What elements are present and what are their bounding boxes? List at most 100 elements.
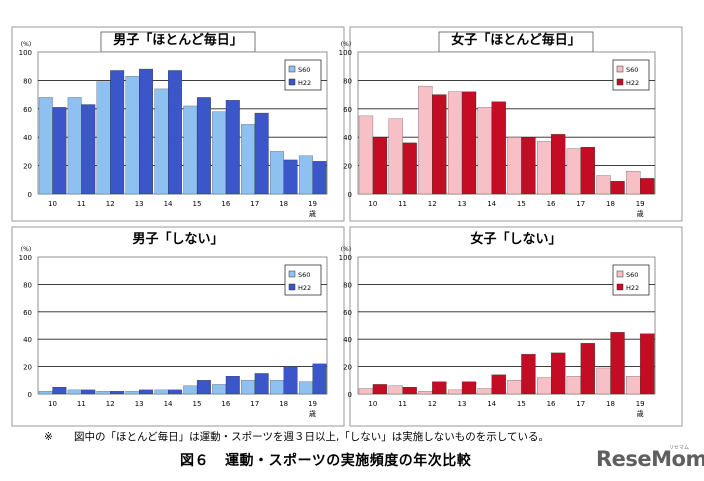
legend-swatch <box>616 65 624 73</box>
bar-H22 <box>491 374 506 395</box>
x-tick-label: 18 <box>279 200 288 208</box>
footnote-text: 図中の「ほとんど毎日」は運動・スポーツを週３日以上,「しない」は実施しないものを… <box>74 431 549 443</box>
x-tick-label: 11 <box>398 400 407 408</box>
x-tick-label: 12 <box>106 400 115 408</box>
bar-H22 <box>81 389 96 395</box>
bar-H22 <box>254 112 269 195</box>
legend-label: S60 <box>298 66 310 74</box>
bar-H22 <box>402 142 417 195</box>
bar-S60 <box>125 75 140 195</box>
legend-label: S60 <box>298 271 310 279</box>
legend-swatch <box>616 78 624 86</box>
chart-panel-1: 男子「ほとんど毎日」 0 20 40 60 80 100(%) 10 11 12 13 14 15 16 1… <box>11 26 345 222</box>
bar-H22 <box>168 389 182 395</box>
bar-S60 <box>241 380 256 395</box>
bar-H22 <box>81 104 96 195</box>
bar-S60 <box>388 385 403 395</box>
x-tick-label: 19 <box>636 400 645 408</box>
y-axis-label: (%) <box>341 41 351 48</box>
bar-H22 <box>283 366 298 395</box>
x-tick-label: 15 <box>192 400 201 408</box>
y-tick-label: 60 <box>23 309 32 317</box>
y-tick-label: 100 <box>19 254 32 262</box>
bar-S60 <box>477 388 492 395</box>
bar-S60 <box>626 376 641 395</box>
x-tick-label: 11 <box>77 400 86 408</box>
bar-S60 <box>566 148 582 195</box>
bar-H22 <box>521 354 536 395</box>
x-tick-label: 16 <box>221 400 230 408</box>
x-tick-label: 14 <box>487 200 496 208</box>
x-tick-label: 18 <box>606 400 615 408</box>
bar-S60 <box>298 381 313 395</box>
bar-S60 <box>154 88 169 195</box>
bar-H22 <box>580 146 595 195</box>
bar-H22 <box>52 386 67 395</box>
bar-S60 <box>67 389 82 395</box>
x-tick-label: 12 <box>106 200 115 208</box>
x-tick-label: 14 <box>487 400 496 408</box>
y-tick-label: 20 <box>343 364 352 372</box>
bar-S60 <box>270 380 284 395</box>
x-tick-label: 10 <box>368 400 377 408</box>
legend-swatch <box>616 283 624 291</box>
bar-H22 <box>196 380 211 395</box>
y-tick-label: 80 <box>23 77 32 85</box>
bar-S60 <box>96 391 111 395</box>
x-tick-label: 19 <box>308 400 317 408</box>
legend-swatch <box>288 65 296 73</box>
bar-S60 <box>418 85 433 195</box>
bar-S60 <box>38 97 53 195</box>
bar-H22 <box>580 343 595 395</box>
bar-H22 <box>640 333 655 395</box>
bar-S60 <box>507 137 522 195</box>
chart-panel-4: 女子「しない」 0 20 40 60 80 100(%) 10 11 12 13 14 15 16 17 18… <box>339 226 683 427</box>
bar-H22 <box>610 332 625 395</box>
caption-number: 図６ <box>180 453 209 469</box>
bar-H22 <box>640 178 655 195</box>
bar-H22 <box>491 101 506 195</box>
x-tick-label: 17 <box>576 400 585 408</box>
y-tick-label: 0 <box>28 191 32 199</box>
bar-S60 <box>388 118 403 195</box>
x-axis-unit: 歳 <box>309 209 316 218</box>
bar-S60 <box>183 385 198 395</box>
bar-H22 <box>52 107 67 195</box>
x-tick-label: 16 <box>547 400 556 408</box>
y-tick-label: 80 <box>343 281 352 289</box>
x-tick-label: 15 <box>192 200 201 208</box>
legend-label: H22 <box>626 284 639 292</box>
x-tick-label: 15 <box>517 200 526 208</box>
chart-panel-3: 男子「しない」 0 20 40 60 80 100(%) 10 11 12 13 14 15 16 17 18… <box>11 226 345 427</box>
bar-S60 <box>596 175 611 195</box>
x-tick-label: 12 <box>428 400 437 408</box>
y-tick-label: 20 <box>23 163 32 171</box>
bar-H22 <box>432 94 447 195</box>
x-tick-label: 10 <box>48 400 57 408</box>
footnote-mark: ※ <box>44 431 53 443</box>
x-tick-label: 13 <box>457 400 466 408</box>
y-tick-label: 60 <box>343 309 352 317</box>
x-tick-label: 12 <box>428 200 437 208</box>
x-tick-label: 18 <box>279 400 288 408</box>
y-tick-label: 100 <box>19 49 32 57</box>
y-tick-label: 100 <box>339 254 352 262</box>
y-tick-label: 40 <box>23 134 32 142</box>
bar-S60 <box>418 391 433 395</box>
y-tick-label: 0 <box>348 391 352 399</box>
x-axis-unit: 歳 <box>309 409 316 418</box>
resemom-logo: ReseMom <box>596 447 704 471</box>
chart-panel-2: 女子「ほとんど毎日」 0 20 40 60 80 100(%) 10 11 12 13 14 15 16 1… <box>339 26 683 222</box>
y-tick-label: 20 <box>343 163 352 171</box>
panel-title: 女子「しない」 <box>470 231 561 247</box>
legend-label: H22 <box>626 79 639 87</box>
caption-text: 運動・スポーツの実施頻度の年次比較 <box>225 453 472 469</box>
x-axis-unit: 歳 <box>637 209 644 218</box>
y-tick-label: 40 <box>343 336 352 344</box>
bar-S60 <box>626 171 641 195</box>
bar-S60 <box>270 151 284 195</box>
panel-title: 男子「ほとんど毎日」 <box>113 32 243 48</box>
legend-swatch <box>288 283 296 291</box>
y-tick-label: 40 <box>343 134 352 142</box>
